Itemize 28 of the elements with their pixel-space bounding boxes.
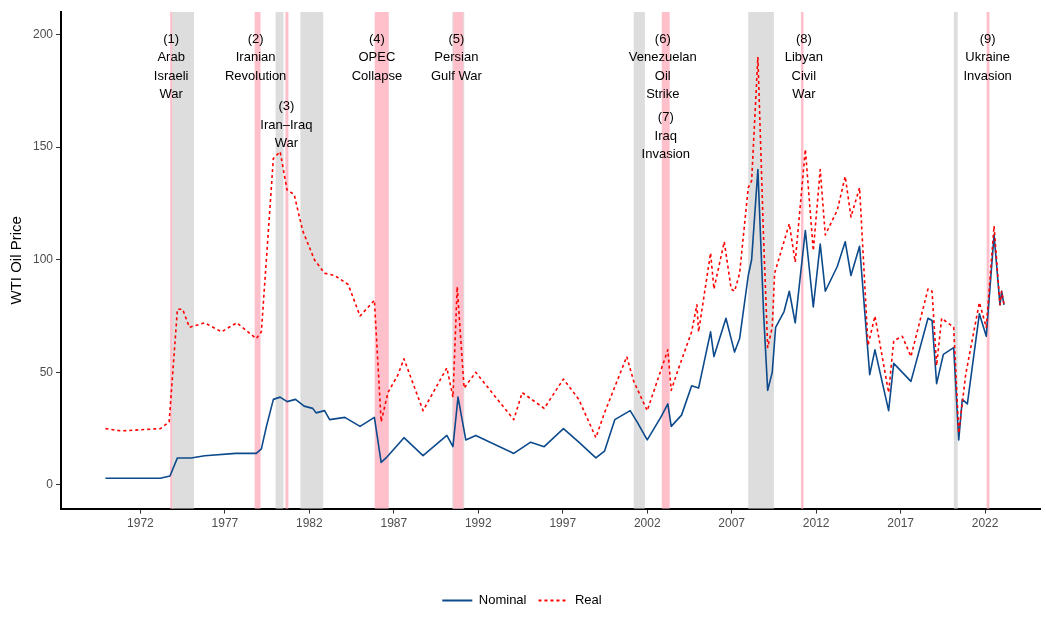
annotation: (7) Iraq Invasion xyxy=(641,109,691,162)
annotation: (8) Libyan Civil War xyxy=(784,30,823,102)
annotation: (2) Iranian Revolution xyxy=(224,30,287,83)
annotation: (3) Iran–Iraq War xyxy=(260,98,313,151)
annotation: (9) Ukraine Invasion xyxy=(963,30,1012,83)
annotation: (5) Persian Gulf War xyxy=(430,30,483,83)
x-tick-label: 1977 xyxy=(211,516,239,531)
y-tick-label: 0 xyxy=(46,477,54,492)
x-tick-label: 1992 xyxy=(464,516,492,531)
x-tick-label: 1982 xyxy=(296,516,324,531)
y-tick-label: 50 xyxy=(39,364,54,379)
x-tick-label: 1972 xyxy=(127,516,155,531)
x-tick-label: 2012 xyxy=(802,516,830,531)
x-tick-label: 2007 xyxy=(718,516,746,531)
legend-label: Real xyxy=(574,592,602,608)
annotation: (4) OPEC Collapse xyxy=(351,30,403,83)
annotation: (6) Venezuelan Oil Strike xyxy=(628,30,697,102)
x-tick-label: 1997 xyxy=(549,516,577,531)
x-tick-label: 1987 xyxy=(380,516,408,531)
y-tick-label: 100 xyxy=(32,252,54,267)
x-tick-label: 2022 xyxy=(971,516,999,531)
annotation: (1) Arab Israeli War xyxy=(153,30,189,102)
y-tick-label: 200 xyxy=(32,26,54,41)
x-tick-label: 2002 xyxy=(633,516,661,531)
x-tick-label: 2017 xyxy=(887,516,915,531)
y-axis-title: WTI Oil Price xyxy=(7,216,25,305)
y-tick-label: 150 xyxy=(32,139,54,154)
legend-label: Nominal xyxy=(478,592,527,608)
